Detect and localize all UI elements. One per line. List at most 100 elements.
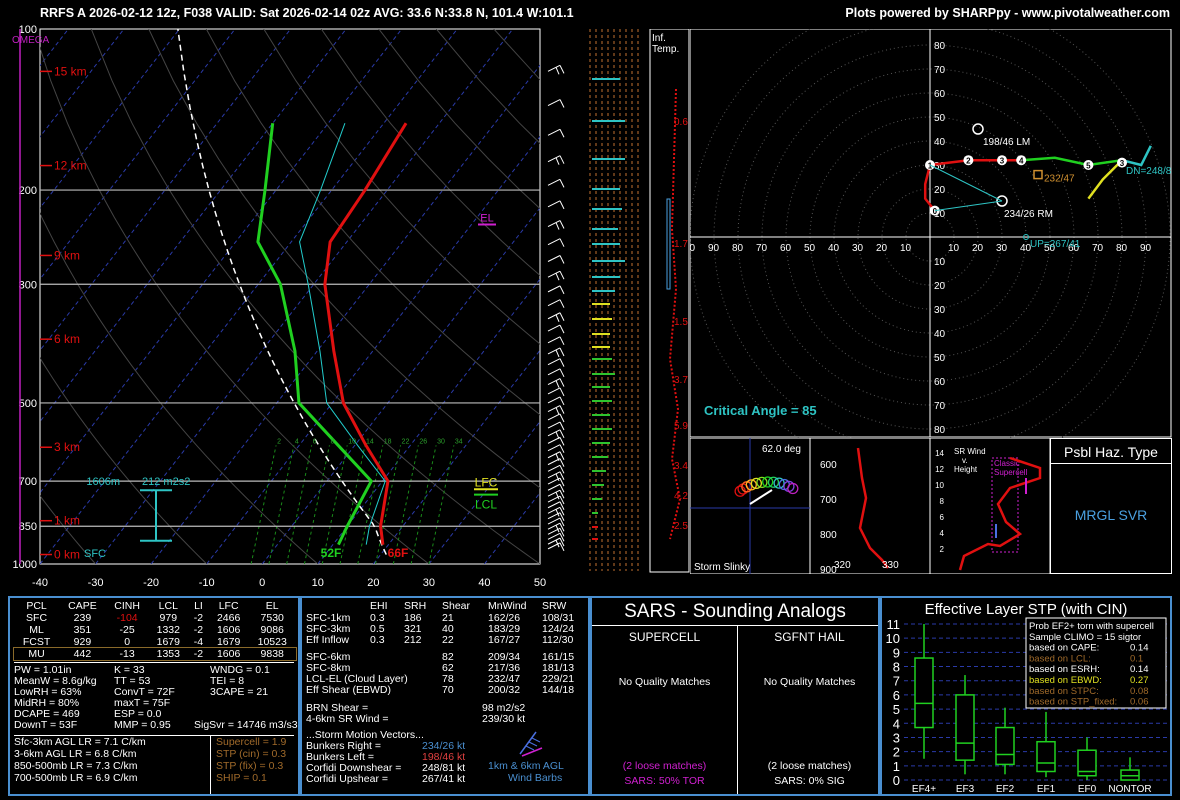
parcel-header: LCL bbox=[158, 600, 178, 612]
stp-ytick: 4 bbox=[893, 716, 900, 731]
hodo-ring-label: 80 bbox=[732, 243, 744, 254]
hodo-ring-label: 70 bbox=[1092, 243, 1104, 254]
mixing-ratio-line bbox=[286, 445, 313, 564]
stp-box bbox=[955, 694, 975, 761]
inftemp-blue-box bbox=[666, 198, 671, 290]
temperature-trace bbox=[323, 122, 408, 545]
srwind-tick: 14 bbox=[935, 449, 944, 458]
kin-cell: 21 bbox=[442, 612, 454, 624]
wind-barb bbox=[547, 537, 561, 545]
isotherm-line bbox=[40, 29, 292, 352]
parcel-cell: 239 bbox=[73, 612, 92, 624]
right-mover-marker bbox=[996, 195, 1008, 207]
kin-cell: 144/18 bbox=[542, 684, 575, 696]
sars-title: SARS - Sounding Analogs bbox=[624, 601, 846, 622]
kin-cell: 78 bbox=[442, 673, 454, 685]
stp-ytick: 9 bbox=[893, 645, 900, 660]
parcel-cell: 929 bbox=[73, 636, 92, 648]
wind-barb bbox=[547, 501, 561, 509]
wind-barb bbox=[547, 336, 561, 344]
wind-barb bbox=[547, 477, 561, 485]
kin-cell: SFC-8km bbox=[306, 662, 351, 674]
sars-hail-loose: (2 loose matches) bbox=[767, 760, 852, 772]
temp-tick: -40 bbox=[32, 577, 48, 589]
wind-barb bbox=[547, 464, 561, 472]
stp-box bbox=[1077, 749, 1097, 777]
wind-barb bbox=[547, 396, 561, 404]
stp-ytick: 6 bbox=[893, 688, 900, 703]
srwind-tick: 12 bbox=[935, 465, 944, 474]
lapse-rate: 3-6km AGL LR = 6.8 C/km bbox=[14, 748, 137, 760]
temp-tick: 20 bbox=[367, 577, 379, 589]
hodo-ring-label: 40 bbox=[934, 137, 946, 148]
stp-legend-value: 0.14 bbox=[1130, 643, 1149, 654]
pressure-tick: 850 bbox=[19, 521, 37, 533]
wind-barb bbox=[547, 517, 561, 525]
wind-barb bbox=[547, 421, 561, 429]
sars-supercell-stat: SARS: 50% TOR bbox=[624, 775, 705, 787]
hodo-ring-label: 40 bbox=[934, 329, 946, 340]
isotherm-line bbox=[40, 29, 347, 423]
isotherm-line bbox=[261, 207, 540, 564]
wind-barb bbox=[547, 429, 561, 437]
wind-barb bbox=[547, 358, 561, 366]
parcel-cell: 442 bbox=[73, 648, 92, 660]
wind-barb bbox=[547, 542, 561, 550]
stp-ytick: 1 bbox=[893, 759, 900, 774]
wind-barb bbox=[547, 178, 561, 186]
hodo-ring-label: 70 bbox=[756, 243, 768, 254]
height-label: 9 km bbox=[54, 248, 80, 262]
lapse-rate: 700-500mb LR = 6.9 C/km bbox=[14, 772, 138, 784]
kin-cell: 0.5 bbox=[370, 623, 385, 635]
isotherm-line bbox=[40, 29, 403, 494]
stp-legend-label: based on LCL: bbox=[1029, 653, 1091, 664]
slinky-circle bbox=[745, 479, 757, 491]
header-credit: Plots powered by SHARPpy - www.pivotalwe… bbox=[845, 6, 1170, 20]
stp-legend-value: 0.27 bbox=[1130, 675, 1149, 686]
lapse-rate: Sfc-3km AGL LR = 7.1 C/km bbox=[14, 736, 146, 748]
height-label: 3 km bbox=[54, 440, 80, 454]
hodo-ring-label: 00 bbox=[690, 243, 696, 254]
barb-legend: Wind Barbs bbox=[508, 772, 563, 784]
parcel-cell: -4 bbox=[193, 636, 204, 648]
parcel-cell: 351 bbox=[73, 624, 92, 636]
parcel-cell: 1679 bbox=[216, 636, 241, 648]
kin-cell: 62 bbox=[442, 662, 454, 674]
vector-value: 267/41 kt bbox=[422, 773, 466, 785]
svg-text:5: 5 bbox=[1086, 162, 1091, 171]
wind-barb bbox=[547, 405, 561, 413]
mixing-ratio-label: 22 bbox=[402, 438, 410, 445]
eff-inflow-srh: 212 m2s2 bbox=[142, 476, 190, 488]
index-value: MMP = 0.95 bbox=[114, 719, 171, 731]
lcl-label: LCL bbox=[475, 498, 497, 512]
sfc-temp: 66F bbox=[388, 546, 409, 560]
hodo-ring-label: 50 bbox=[934, 113, 946, 124]
parcel-cell: 9838 bbox=[260, 648, 284, 660]
eff-inflow-base: 1606m bbox=[86, 476, 120, 488]
index-value: MidRH = 80% bbox=[14, 697, 80, 709]
kinematics-panel: EHI SRH Shear MnWind SRW SFC-1km 0.3 186 21 162/2… bbox=[300, 596, 590, 796]
kin-cell: 217/36 bbox=[488, 662, 521, 674]
sars-hail-msg: No Quality Matches bbox=[763, 676, 856, 688]
slinky-circle bbox=[756, 476, 768, 489]
stp-panel: Effective Layer STP (with CIN) 11 10 9 8 7 6 5 4… bbox=[880, 596, 1172, 796]
index-value: K = 33 bbox=[114, 664, 145, 676]
hodo-ring-label: 30 bbox=[996, 243, 1008, 254]
index-value: 3CAPE = 21 bbox=[210, 686, 269, 698]
slinky-circle bbox=[773, 477, 785, 489]
wind-barb bbox=[547, 128, 561, 136]
stp-title: Effective Layer STP (with CIN) bbox=[925, 601, 1128, 618]
parcel-cell: 1606 bbox=[216, 648, 241, 660]
hodograph-panel: 8070605040302010102030405060708000908070… bbox=[690, 29, 1172, 438]
mixing-ratio-line bbox=[392, 445, 419, 564]
kin-cell: SFC-6km bbox=[306, 651, 351, 663]
classic-supercell-box bbox=[991, 457, 1019, 553]
stp-legend-label: Sample CLIMO = 15 sigtor bbox=[1029, 632, 1141, 643]
wind-barb bbox=[547, 527, 561, 535]
brn-value: 98 m2/s2 bbox=[482, 702, 526, 714]
parcel-header: EL bbox=[265, 600, 279, 612]
stp-ytick: 5 bbox=[893, 702, 900, 717]
mixing-ratio-label: 30 bbox=[437, 438, 445, 445]
mixing-ratio-label: 10 bbox=[348, 438, 356, 445]
index-value: WNDG = 0.1 bbox=[210, 664, 270, 676]
